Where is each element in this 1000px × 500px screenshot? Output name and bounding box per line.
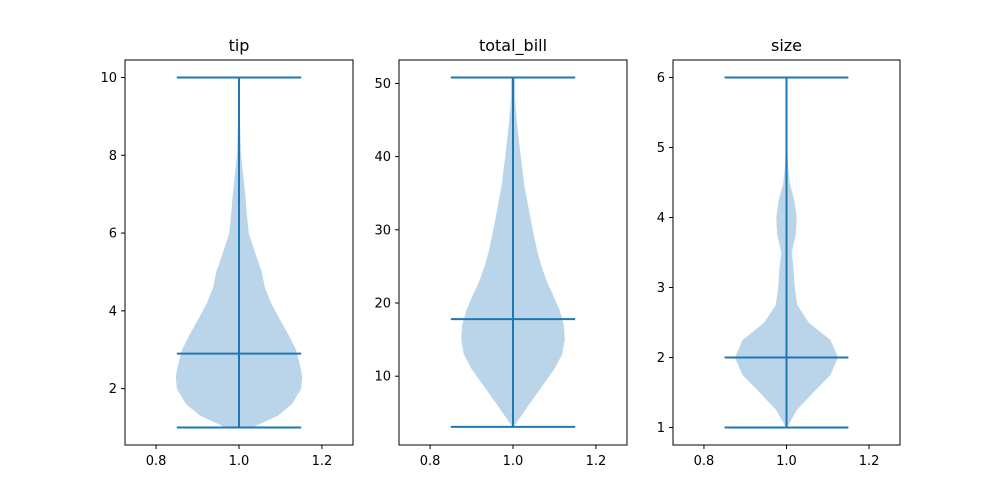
panel-title: tip: [229, 36, 250, 55]
y-tick-label: 1: [657, 421, 665, 436]
x-tick-label: 1.0: [503, 454, 524, 469]
x-tick-label: 0.8: [420, 454, 441, 469]
y-tick-label: 2: [657, 351, 665, 366]
x-tick-label: 1.0: [229, 454, 250, 469]
y-tick-label: 10: [374, 370, 391, 385]
violin-panel-total-bill: 0.8 1.0 1.2 10 20 30 40 50 total_bill: [374, 36, 628, 469]
y-tick-label: 30: [374, 223, 391, 238]
x-tick-label: 0.8: [146, 454, 167, 469]
y-tick-label: 4: [657, 211, 665, 226]
panel-title: total_bill: [479, 36, 547, 56]
x-tick-label: 1.2: [586, 454, 607, 469]
panel-title: size: [771, 36, 802, 55]
y-tick-label: 2: [109, 382, 117, 397]
y-tick-label: 5: [657, 141, 665, 156]
y-tick-label: 4: [109, 304, 117, 319]
violin-panel-tip: 0.8 1.0 1.2 2 4 6 8 10 tip: [100, 36, 354, 469]
y-tick-label: 3: [657, 281, 665, 296]
y-tick-label: 8: [109, 149, 117, 164]
y-tick-label: 10: [100, 71, 117, 86]
x-tick-label: 1.2: [859, 454, 880, 469]
x-tick-label: 1.0: [776, 454, 797, 469]
violin-panel-size: 0.8 1.0 1.2 1 2 3 4 5 6 size: [657, 36, 901, 469]
x-tick-label: 0.8: [694, 454, 715, 469]
y-tick-label: 6: [109, 227, 117, 242]
y-tick-label: 6: [657, 71, 665, 86]
y-tick-label: 50: [374, 77, 391, 92]
y-tick-label: 40: [374, 150, 391, 165]
x-tick-label: 1.2: [312, 454, 333, 469]
y-tick-label: 20: [374, 297, 391, 312]
